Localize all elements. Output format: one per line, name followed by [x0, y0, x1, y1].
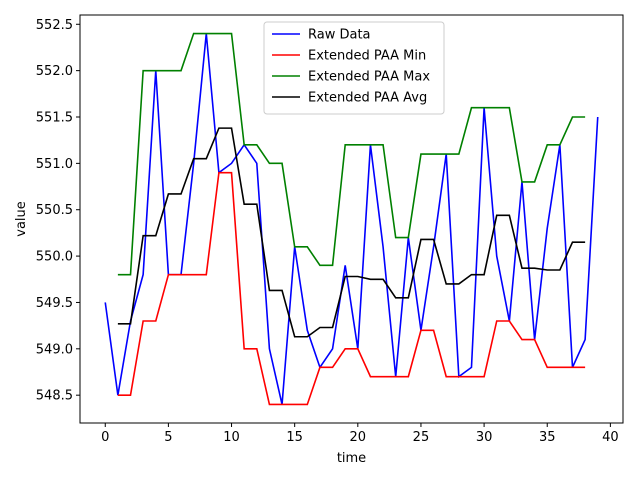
- series-line-extended-paa-avg: [117, 127, 586, 338]
- y-tick-label: 550.5: [36, 203, 73, 218]
- legend-box: [263, 21, 445, 115]
- y-tick-label: 549.5: [36, 296, 73, 311]
- y-tick-label: 552.5: [36, 18, 73, 33]
- y-tick-label: 549.0: [36, 342, 73, 357]
- y-tick-label: 551.5: [36, 111, 73, 126]
- series-layer: [104, 32, 599, 406]
- series-line-extended-paa-min: [117, 171, 586, 406]
- x-tick-label: 5: [164, 430, 172, 445]
- legend-label: Extended PAA Avg: [308, 91, 427, 106]
- x-tick-label: 20: [350, 430, 367, 445]
- series-line-extended-paa-max: [117, 32, 586, 276]
- x-tick-label: 10: [223, 430, 240, 445]
- axes-layer: 0 5 10 15 20 25 30 35 40 548.5 549.0 549.5 550.0 550.…: [14, 14, 624, 466]
- legend: Raw Data Extended PAA Min Extended PAA Max…: [263, 21, 445, 115]
- y-tick-label: 550.0: [36, 250, 73, 265]
- y-axis-label: value: [14, 201, 29, 237]
- x-tick-label: 15: [286, 430, 303, 445]
- legend-label: Extended PAA Max: [308, 70, 430, 85]
- legend-label: Raw Data: [308, 28, 371, 43]
- x-tick-label: 30: [476, 430, 493, 445]
- x-tick-label: 25: [413, 430, 430, 445]
- x-axis-label: time: [337, 451, 366, 466]
- y-tick-label: 548.5: [36, 389, 73, 404]
- axes-frame: [79, 14, 624, 424]
- series-line-raw-data: [104, 33, 599, 405]
- y-tick-label: 552.0: [36, 64, 73, 79]
- x-tick-label: 35: [539, 430, 556, 445]
- x-tick-label: 0: [101, 430, 109, 445]
- legend-label: Extended PAA Min: [308, 49, 426, 64]
- x-tick-label: 40: [602, 430, 619, 445]
- y-tick-label: 551.0: [36, 157, 73, 172]
